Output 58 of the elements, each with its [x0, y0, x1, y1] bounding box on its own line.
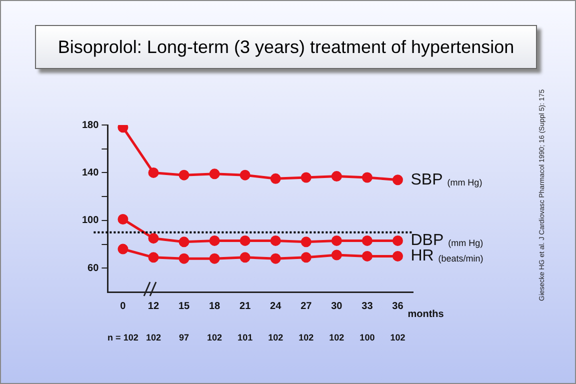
point: [118, 244, 128, 254]
text: 101: [238, 332, 253, 342]
x-tick-label: 0: [120, 300, 126, 312]
point: [362, 172, 372, 183]
series-label: HR (beats/min): [410, 248, 484, 265]
text: 102: [207, 332, 222, 342]
point: [178, 236, 190, 248]
x-axis-title: months: [408, 308, 444, 320]
y-tick-label: 100: [82, 215, 100, 226]
point: [392, 174, 403, 186]
x-tick-label: 21: [240, 300, 252, 312]
y-tick-label: 140: [82, 167, 100, 178]
point: [392, 250, 403, 262]
point: [240, 235, 250, 246]
text: 102: [146, 332, 161, 342]
point: [209, 168, 220, 180]
point: [392, 235, 403, 246]
point: [209, 235, 220, 246]
x-tick-label: 18: [208, 300, 221, 312]
x-tick-label: 24: [270, 300, 282, 312]
text: 97: [179, 332, 190, 342]
text: 100: [360, 332, 375, 342]
point: [178, 170, 190, 180]
point: [148, 233, 159, 244]
point: [148, 167, 159, 178]
x-tick-label: 27: [300, 300, 312, 312]
text: 102: [329, 332, 344, 342]
text: 102: [268, 332, 284, 342]
point: [270, 173, 281, 184]
point: [300, 252, 312, 263]
point: [209, 253, 220, 264]
x-tick-label: 33: [362, 300, 374, 312]
point: [300, 172, 312, 183]
point: [270, 235, 281, 246]
point: [331, 171, 342, 182]
point: [178, 253, 190, 264]
point: [331, 250, 342, 260]
point: [118, 214, 128, 224]
point: [240, 170, 250, 180]
x-tick-label: 15: [178, 300, 190, 312]
point: [270, 253, 281, 264]
y-tick-label: 60: [88, 262, 100, 274]
point: [240, 252, 250, 263]
series-label: DBP (mm Hg): [410, 232, 484, 250]
x-tick-label: 36: [392, 300, 404, 312]
point: [300, 236, 312, 248]
point: [362, 250, 372, 262]
series-label: SBP (mm Hg): [410, 171, 482, 188]
y-tick-label: 180: [82, 120, 100, 131]
text: 102: [390, 332, 406, 342]
text: n = 102: [108, 332, 138, 342]
text: 102: [298, 332, 314, 342]
x-tick-label: 30: [331, 300, 343, 312]
chart-title: Bisoprolol: Long-term (3 years) treatment of hypertension: [35, 25, 537, 69]
point: [148, 252, 159, 263]
point: [331, 235, 342, 246]
point: [362, 235, 372, 246]
x-tick-label: 12: [148, 300, 160, 312]
